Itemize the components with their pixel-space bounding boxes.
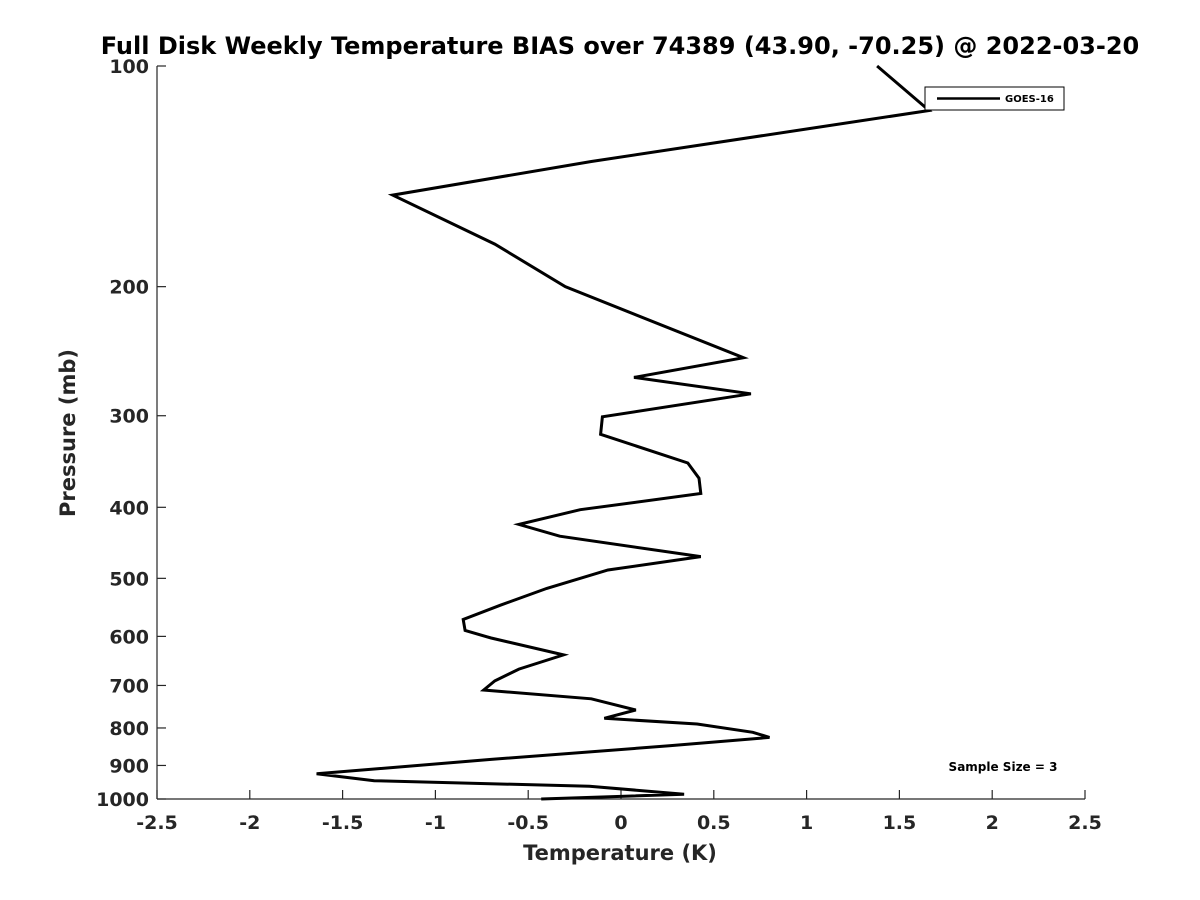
x-tick-label: 2 — [986, 812, 999, 834]
y-axis-ticks: 100 200 300 400 500 600 700 800 900 1000 — [96, 56, 166, 811]
x-tick-label: -1.5 — [322, 812, 364, 834]
x-tick-label: 1 — [800, 812, 813, 834]
series-line-goes-16 — [316, 64, 933, 801]
x-tick-label: -0.5 — [507, 812, 549, 834]
y-tick-label: 300 — [109, 406, 149, 428]
x-tick-label: -1 — [425, 812, 446, 834]
x-tick-label: 1.5 — [883, 812, 917, 834]
chart-title: Full Disk Weekly Temperature BIAS over 7… — [101, 32, 1140, 60]
sample-size-annotation: Sample Size = 3 — [949, 760, 1058, 774]
y-tick-label: 400 — [109, 497, 149, 519]
y-tick-label: 200 — [109, 277, 149, 299]
legend: GOES-16 — [924, 86, 1065, 111]
x-tick-label: -2 — [239, 812, 260, 834]
y-tick-label: 100 — [109, 56, 149, 78]
y-tick-label: 600 — [109, 626, 149, 648]
x-tick-label: 2.5 — [1068, 812, 1102, 834]
y-tick-label: 500 — [109, 568, 149, 590]
series-group — [316, 64, 933, 801]
x-tick-label: 0 — [614, 812, 627, 834]
x-axis-ticks: -2.5 -2 -1.5 -1 -0.5 0 0.5 1 1.5 2 2.5 — [136, 790, 1102, 834]
y-axis-label: Pressure (mb) — [56, 349, 80, 517]
y-tick-label: 700 — [109, 675, 149, 697]
x-tick-label: -2.5 — [136, 812, 178, 834]
y-tick-label: 800 — [109, 718, 149, 740]
y-tick-label: 1000 — [96, 789, 149, 811]
x-tick-label: 0.5 — [697, 812, 731, 834]
legend-label-goes-16: GOES-16 — [1005, 94, 1054, 105]
x-axis-label: Temperature (K) — [523, 841, 717, 865]
y-tick-label: 900 — [109, 755, 149, 777]
